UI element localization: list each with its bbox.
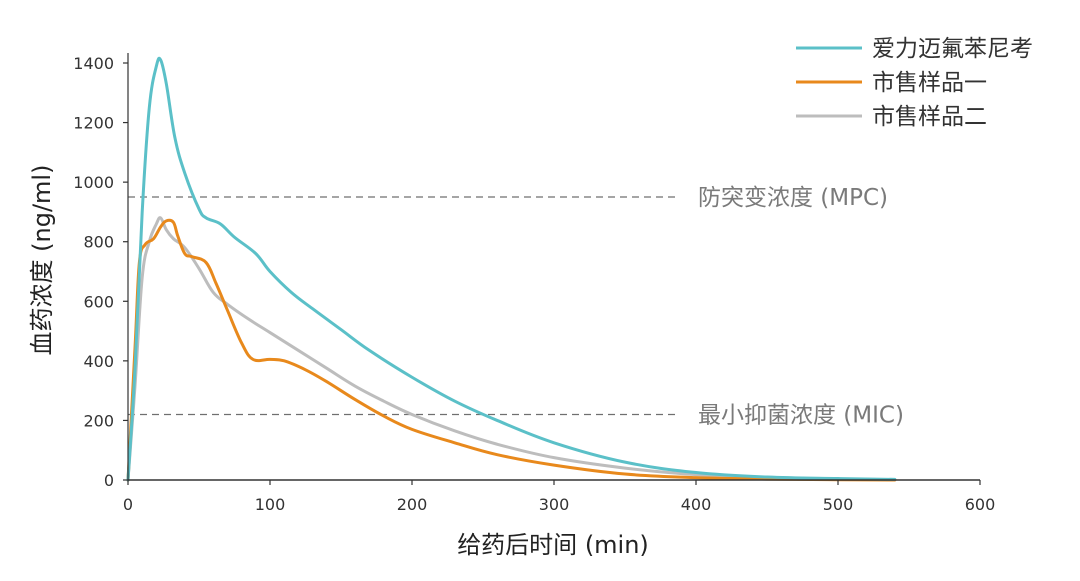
x-axis-label: 给药后时间 (min) bbox=[457, 531, 649, 559]
y-tick-label: 1000 bbox=[73, 173, 114, 192]
y-tick-label: 600 bbox=[83, 292, 114, 311]
y-tick-label: 1200 bbox=[73, 114, 114, 133]
series-line-3 bbox=[126, 216, 897, 482]
x-tick-label: 400 bbox=[681, 495, 712, 514]
x-tick-label: 600 bbox=[965, 495, 996, 514]
y-tick-label: 200 bbox=[83, 411, 114, 430]
series-line-2 bbox=[126, 218, 897, 482]
y-tick-label: 1400 bbox=[73, 54, 114, 73]
x-tick-label: 500 bbox=[823, 495, 854, 514]
legend-label-3: 市售样品二 bbox=[872, 104, 987, 130]
series-line-1 bbox=[126, 56, 897, 482]
annotation-label-2: 最小抑菌浓度 (MIC) bbox=[698, 402, 904, 428]
y-tick-label: 800 bbox=[83, 233, 114, 252]
y-tick-label: 0 bbox=[104, 471, 114, 490]
y-tick-label: 400 bbox=[83, 352, 114, 371]
y-axis-label: 血药浓度 (ng/ml) bbox=[28, 165, 56, 356]
legend-label-2: 市售样品一 bbox=[872, 70, 987, 96]
x-tick-label: 200 bbox=[397, 495, 428, 514]
legend-label-1: 爱力迈氟苯尼考 bbox=[872, 36, 1033, 62]
x-tick-label: 0 bbox=[123, 495, 133, 514]
x-tick-label: 300 bbox=[539, 495, 570, 514]
annotation-label-1: 防突变浓度 (MPC) bbox=[698, 185, 888, 211]
x-tick-label: 100 bbox=[255, 495, 286, 514]
